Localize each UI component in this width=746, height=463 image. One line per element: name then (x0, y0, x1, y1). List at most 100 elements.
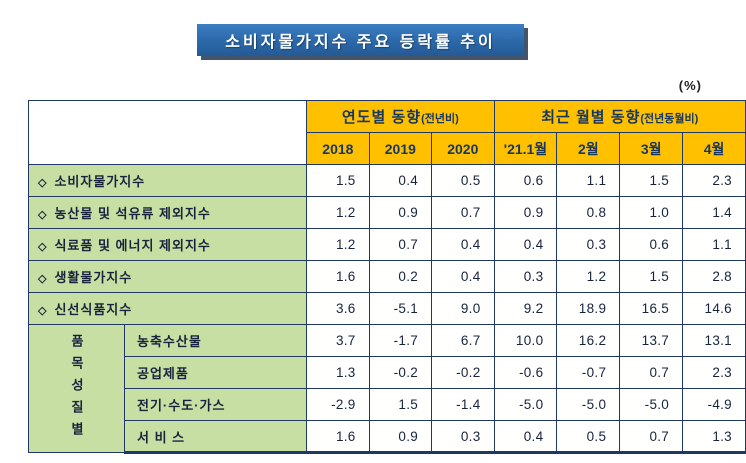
value-cell: -0.7 (556, 356, 621, 389)
row-label: ◇ 신선식품지수 (27, 292, 308, 325)
value-cell: 0.2 (368, 260, 433, 293)
value-cell: 0.4 (493, 228, 558, 261)
value-cell: 0.5 (431, 164, 495, 197)
column-header-feb: 2월 (556, 132, 621, 165)
value-cell: 18.9 (556, 292, 621, 325)
section-vertical-label: 품목성질별 (28, 324, 125, 453)
value-cell: 13.7 (619, 324, 684, 357)
column-header-2019: 2019 (368, 132, 433, 165)
diamond-bullet-icon: ◇ (38, 177, 48, 189)
value-cell: 0.9 (368, 420, 433, 454)
row-label: ◇ 소비자물가지수 (27, 164, 308, 197)
row-label-text: 서 비 스 (137, 429, 186, 445)
value-cell: -2.9 (306, 388, 370, 421)
value-cell: 1.0 (619, 196, 684, 229)
value-cell: 0.7 (619, 356, 684, 389)
unit-label: (%) (678, 78, 702, 93)
value-cell: 0.4 (368, 164, 433, 197)
table-row-excl-agri-oil: ◇ 농산물 및 석유류 제외지수 1.2 0.9 0.7 0.9 0.8 1.0 … (27, 196, 746, 229)
value-cell: 1.6 (306, 420, 370, 454)
row-label-text: 농축수산물 (137, 334, 202, 349)
value-cell: 14.6 (682, 292, 746, 325)
row-label: 전기·수도·가스 (123, 388, 308, 421)
column-header-jan21: '21.1월 (493, 132, 558, 165)
column-header-2020: 2020 (431, 132, 495, 165)
value-cell: 0.6 (619, 228, 684, 261)
value-cell: -1.7 (368, 324, 433, 357)
value-cell: 2.3 (682, 356, 746, 389)
value-cell: 0.9 (368, 196, 433, 229)
value-cell: 1.2 (306, 228, 370, 261)
value-cell: -4.9 (682, 388, 746, 421)
value-cell: 0.8 (556, 196, 621, 229)
value-cell: 1.4 (682, 196, 746, 229)
value-cell: 13.1 (682, 324, 746, 357)
value-cell: 1.3 (306, 356, 370, 389)
value-cell: 1.5 (619, 260, 684, 293)
value-cell: 2.3 (682, 164, 746, 197)
row-label: 서 비 스 (123, 420, 308, 454)
column-header-apr: 4월 (682, 132, 746, 165)
table-row-utilities: 전기·수도·가스 -2.9 1.5 -1.4 -5.0 -5.0 -5.0 -4… (29, 388, 746, 421)
value-cell: 0.3 (493, 260, 558, 293)
value-cell: 0.4 (431, 228, 495, 261)
value-cell: 0.7 (619, 420, 684, 454)
group-header-row: 연도별 동향(전년비) 최근 월별 동향(전년동월비) (27, 100, 746, 165)
value-cell: 1.5 (368, 388, 433, 421)
column-header-2018: 2018 (306, 132, 370, 165)
row-label: ◇ 식료품 및 에너지 제외지수 (27, 228, 308, 261)
row-label-text: 식료품 및 에너지 제외지수 (54, 238, 211, 253)
value-cell: 0.7 (368, 228, 433, 261)
row-label-text: 신선식품지수 (54, 302, 133, 317)
value-cell: 1.6 (306, 260, 370, 293)
value-cell: -1.4 (431, 388, 495, 421)
value-cell: 1.5 (306, 164, 370, 197)
column-header-row: 2018 2019 2020 '21.1월 2월 3월 4월 (29, 132, 746, 165)
row-label-text: 소비자물가지수 (54, 174, 146, 189)
value-cell: 1.3 (682, 420, 746, 454)
value-cell: -5.1 (368, 292, 433, 325)
table-row-living-cpi: ◇ 생활물가지수 1.6 0.2 0.4 0.3 1.2 1.5 2.8 (27, 260, 746, 293)
table-row-excl-food-energy: ◇ 식료품 및 에너지 제외지수 1.2 0.7 0.4 0.4 0.3 0.6 … (27, 228, 746, 261)
value-cell: -5.0 (493, 388, 558, 421)
value-cell: -0.2 (368, 356, 433, 389)
row-label-text: 농산물 및 석유류 제외지수 (54, 206, 211, 221)
diamond-bullet-icon: ◇ (38, 209, 48, 221)
value-cell: 3.7 (306, 324, 370, 357)
value-cell: 0.7 (431, 196, 495, 229)
value-cell: 1.1 (682, 228, 746, 261)
value-cell: 0.4 (493, 420, 558, 454)
value-cell: -5.0 (619, 388, 684, 421)
group-header-monthly: 최근 월별 동향(전년동월비) (493, 100, 746, 133)
value-cell: 16.5 (619, 292, 684, 325)
group-header-yearly-label: 연도별 동향 (341, 109, 422, 126)
group-header-yearly: 연도별 동향(전년비) (306, 100, 495, 133)
diamond-bullet-icon: ◇ (38, 241, 48, 253)
table-row-fresh-food: ◇ 신선식품지수 3.6 -5.1 9.0 9.2 18.9 16.5 14.6 (27, 292, 746, 325)
page-title: 소비자물가지수 주요 등락률 추이 (225, 34, 496, 51)
table-row-agri-livestock: 품목성질별 농축수산물 3.7 -1.7 6.7 10.0 16.2 13.7 … (28, 324, 746, 453)
value-cell: 0.4 (431, 260, 495, 293)
corner-cell (27, 100, 308, 165)
row-label-text: 생활물가지수 (54, 270, 133, 285)
group-header-yearly-sub: (전년비) (421, 113, 459, 125)
group-header-monthly-sub: (전년동월비) (640, 113, 699, 125)
value-cell: 0.6 (493, 164, 558, 197)
value-cell: 0.9 (493, 196, 558, 229)
value-cell: 6.7 (431, 324, 495, 357)
value-cell: -0.6 (493, 356, 558, 389)
value-cell: 1.2 (556, 260, 621, 293)
value-cell: 16.2 (556, 324, 621, 357)
cpi-table: 연도별 동향(전년비) 최근 월별 동향(전년동월비) 2018 2019 20… (27, 100, 746, 454)
table-row-cpi: ◇ 소비자물가지수 1.5 0.4 0.5 0.6 1.1 1.5 2.3 (27, 164, 746, 197)
value-cell: 0.3 (431, 420, 495, 454)
row-label-text: 공업제품 (137, 366, 189, 381)
value-cell: -5.0 (556, 388, 621, 421)
diamond-bullet-icon: ◇ (38, 273, 48, 285)
value-cell: 1.1 (556, 164, 621, 197)
value-cell: 9.0 (431, 292, 495, 325)
value-cell: 10.0 (493, 324, 558, 357)
section-vertical-label-text: 품목성질별 (69, 334, 84, 444)
row-label: 농축수산물 (123, 324, 308, 357)
